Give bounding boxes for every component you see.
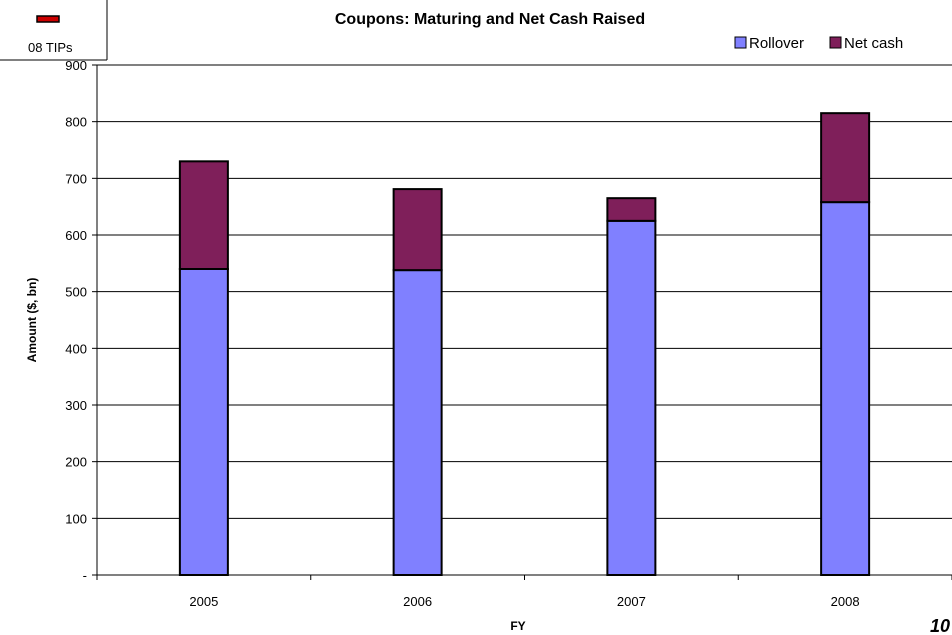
bar-rollover-2006 [392,269,443,576]
legend: Rollover Net cash [734,35,903,52]
y-tick-label: 500 [65,285,87,300]
tips-note-label: 08 TIPs [28,40,73,55]
bar-rollover-2005 [178,268,229,576]
y-tick-label: 100 [65,511,87,526]
x-axis-title: FY [510,619,525,633]
gridlines [97,64,952,519]
legend-swatch-net-cash [829,36,842,49]
y-axis-title: Amount ($, bn) [25,278,39,363]
bar-net-cash-2005 [178,160,229,270]
y-tick-label: 800 [65,115,87,130]
y-tick-labels: - 100 200 300 400 500 600 700 800 900 [65,58,87,583]
page-number: 10 [930,616,950,635]
y-tick-label: 200 [65,455,87,470]
x-tick-label: 2006 [403,594,432,609]
legend-label-net-cash: Net cash [844,35,903,52]
legend-swatch-rollover [734,36,747,49]
legend-label-rollover: Rollover [749,35,804,52]
y-tick-label: 400 [65,341,87,356]
tips-note: 08 TIPs [0,0,108,61]
y-tick-label: - [83,568,87,583]
bar-net-cash-2008 [820,112,871,204]
bar-net-cash-2007 [606,197,657,222]
y-tick-label: 600 [65,228,87,243]
y-tick-label: 900 [65,58,87,73]
x-tick-label: 2005 [189,594,218,609]
bar-rollover-2008 [820,201,871,576]
x-tick-label: 2007 [617,594,646,609]
chart-title: Coupons: Maturing and Net Cash Raised [335,11,645,28]
bar-rollover-2007 [606,219,657,576]
axes [92,64,952,580]
y-tick-label: 300 [65,398,87,413]
x-tick-labels: 2005 2006 2007 2008 [189,594,859,609]
y-tick-label: 700 [65,171,87,186]
bar-net-cash-2006 [392,188,443,272]
x-tick-label: 2008 [831,594,860,609]
bars [178,112,871,576]
tips-marker [36,15,60,23]
